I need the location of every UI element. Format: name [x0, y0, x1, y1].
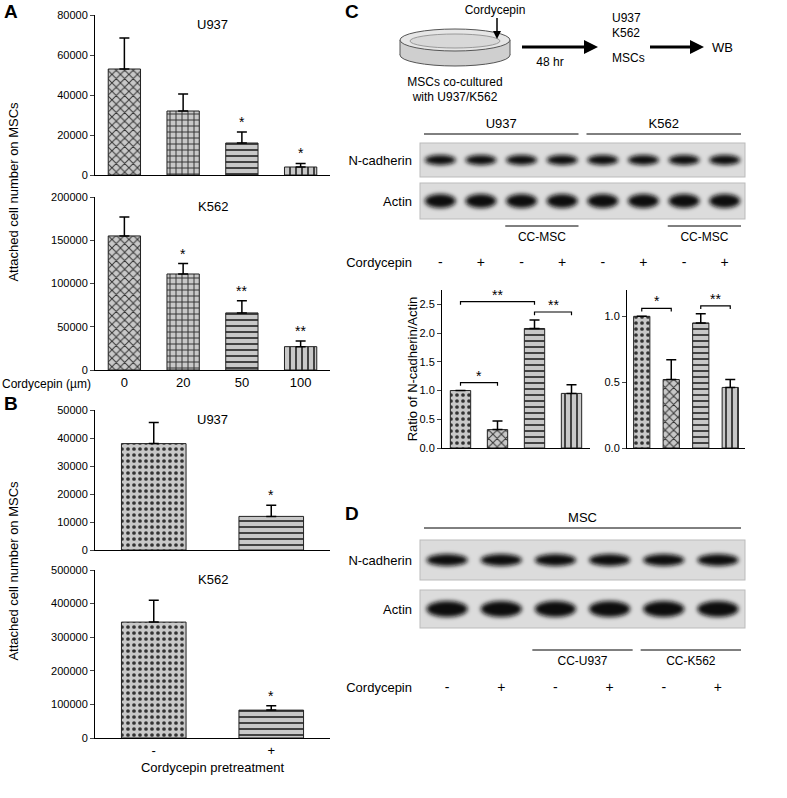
svg-text:**: ** [295, 323, 306, 339]
svg-text:400000: 400000 [51, 597, 88, 609]
svg-text:Attached cell number on MSCs: Attached cell number on MSCs [6, 481, 21, 661]
svg-text:50: 50 [235, 375, 249, 390]
svg-text:50000: 50000 [57, 404, 88, 416]
svg-text:-: - [445, 679, 450, 695]
svg-text:0: 0 [82, 364, 88, 376]
svg-text:-: - [553, 679, 558, 695]
svg-text:+: + [267, 743, 275, 758]
svg-text:80000: 80000 [57, 9, 88, 21]
svg-text:U937: U937 [612, 11, 641, 25]
svg-text:MSCs co-cultured: MSCs co-cultured [407, 75, 502, 89]
svg-text:*: * [180, 246, 186, 262]
svg-text:0: 0 [82, 169, 88, 181]
svg-text:+: + [714, 679, 722, 695]
svg-text:20000: 20000 [57, 129, 88, 141]
svg-text:-: - [600, 254, 605, 270]
svg-text:200000: 200000 [51, 191, 88, 203]
svg-text:+: + [477, 254, 485, 270]
svg-text:MSC: MSC [568, 510, 597, 525]
svg-text:Cordycepin pretreatment: Cordycepin pretreatment [141, 760, 284, 775]
svg-text:U937: U937 [486, 116, 517, 131]
svg-text:Cordycepin (µm): Cordycepin (µm) [2, 377, 91, 391]
svg-text:N-cadherin: N-cadherin [348, 153, 412, 168]
svg-text:CC-MSC: CC-MSC [680, 230, 728, 244]
svg-text:Attached cell number on MSCs: Attached cell number on MSCs [6, 102, 21, 282]
svg-text:U937: U937 [197, 412, 228, 427]
svg-text:0.0: 0.0 [605, 442, 620, 454]
svg-text:*: * [268, 487, 274, 503]
svg-text:0.5: 0.5 [605, 376, 620, 388]
svg-text:300000: 300000 [51, 631, 88, 643]
svg-text:-: - [682, 254, 687, 270]
svg-text:C: C [345, 1, 359, 22]
svg-text:K562: K562 [198, 199, 228, 214]
svg-text:*: * [268, 688, 274, 704]
svg-text:*: * [476, 368, 482, 384]
svg-text:40000: 40000 [57, 89, 88, 101]
svg-text:K562: K562 [649, 116, 679, 131]
svg-text:+: + [639, 254, 647, 270]
svg-text:-: - [152, 743, 156, 758]
svg-text:CC-MSC: CC-MSC [518, 230, 566, 244]
svg-text:CC-K562: CC-K562 [666, 654, 716, 668]
svg-text:60000: 60000 [57, 49, 88, 61]
svg-text:100000: 100000 [51, 698, 88, 710]
svg-text:0: 0 [82, 544, 88, 556]
svg-text:20: 20 [176, 375, 190, 390]
svg-text:10000: 10000 [57, 516, 88, 528]
svg-text:**: ** [548, 297, 559, 313]
svg-text:+: + [558, 254, 566, 270]
svg-text:150000: 150000 [51, 234, 88, 246]
svg-text:20000: 20000 [57, 488, 88, 500]
svg-text:1.0: 1.0 [420, 384, 435, 396]
svg-text:Cordycepin: Cordycepin [346, 255, 412, 270]
svg-text:CC-U937: CC-U937 [557, 654, 607, 668]
svg-text:N-cadherin: N-cadherin [348, 553, 412, 568]
svg-text:+: + [605, 679, 613, 695]
svg-text:0.0: 0.0 [420, 442, 435, 454]
svg-text:-: - [519, 254, 524, 270]
svg-text:U937: U937 [197, 17, 228, 32]
svg-text:-: - [661, 679, 666, 695]
svg-text:K562: K562 [198, 572, 228, 587]
svg-text:500000: 500000 [51, 564, 88, 576]
svg-text:30000: 30000 [57, 460, 88, 472]
svg-text:40000: 40000 [57, 432, 88, 444]
svg-text:0: 0 [82, 732, 88, 744]
svg-text:+: + [497, 679, 505, 695]
svg-text:**: ** [710, 291, 721, 307]
svg-text:WB: WB [712, 40, 733, 55]
svg-text:Actin: Actin [383, 194, 412, 209]
svg-text:200000: 200000 [51, 665, 88, 677]
svg-text:2.0: 2.0 [420, 327, 435, 339]
svg-text:Cordycepin: Cordycepin [346, 680, 412, 695]
svg-text:-: - [438, 254, 443, 270]
svg-text:Actin: Actin [383, 602, 412, 617]
svg-text:48 hr: 48 hr [536, 55, 563, 69]
svg-text:Cordycepin: Cordycepin [465, 3, 526, 17]
svg-text:*: * [654, 293, 660, 309]
svg-text:1.5: 1.5 [420, 356, 435, 368]
svg-text:0: 0 [121, 375, 128, 390]
svg-text:100000: 100000 [51, 277, 88, 289]
svg-text:D: D [345, 503, 359, 524]
svg-text:100: 100 [290, 375, 312, 390]
svg-text:1.0: 1.0 [605, 310, 620, 322]
svg-text:**: ** [492, 287, 503, 303]
svg-text:*: * [239, 114, 245, 130]
svg-text:50000: 50000 [57, 321, 88, 333]
svg-text:Ratio of N-cadherin/Actin: Ratio of N-cadherin/Actin [405, 297, 420, 442]
svg-text:MSCs: MSCs [612, 51, 645, 65]
svg-text:*: * [298, 145, 304, 161]
svg-text:**: ** [236, 283, 247, 299]
svg-text:B: B [4, 393, 18, 414]
svg-text:0.5: 0.5 [420, 413, 435, 425]
svg-text:+: + [721, 254, 729, 270]
svg-text:2.5: 2.5 [420, 298, 435, 310]
svg-text:with U937/K562: with U937/K562 [412, 90, 498, 104]
svg-text:A: A [4, 1, 18, 22]
svg-text:K562: K562 [612, 26, 640, 40]
